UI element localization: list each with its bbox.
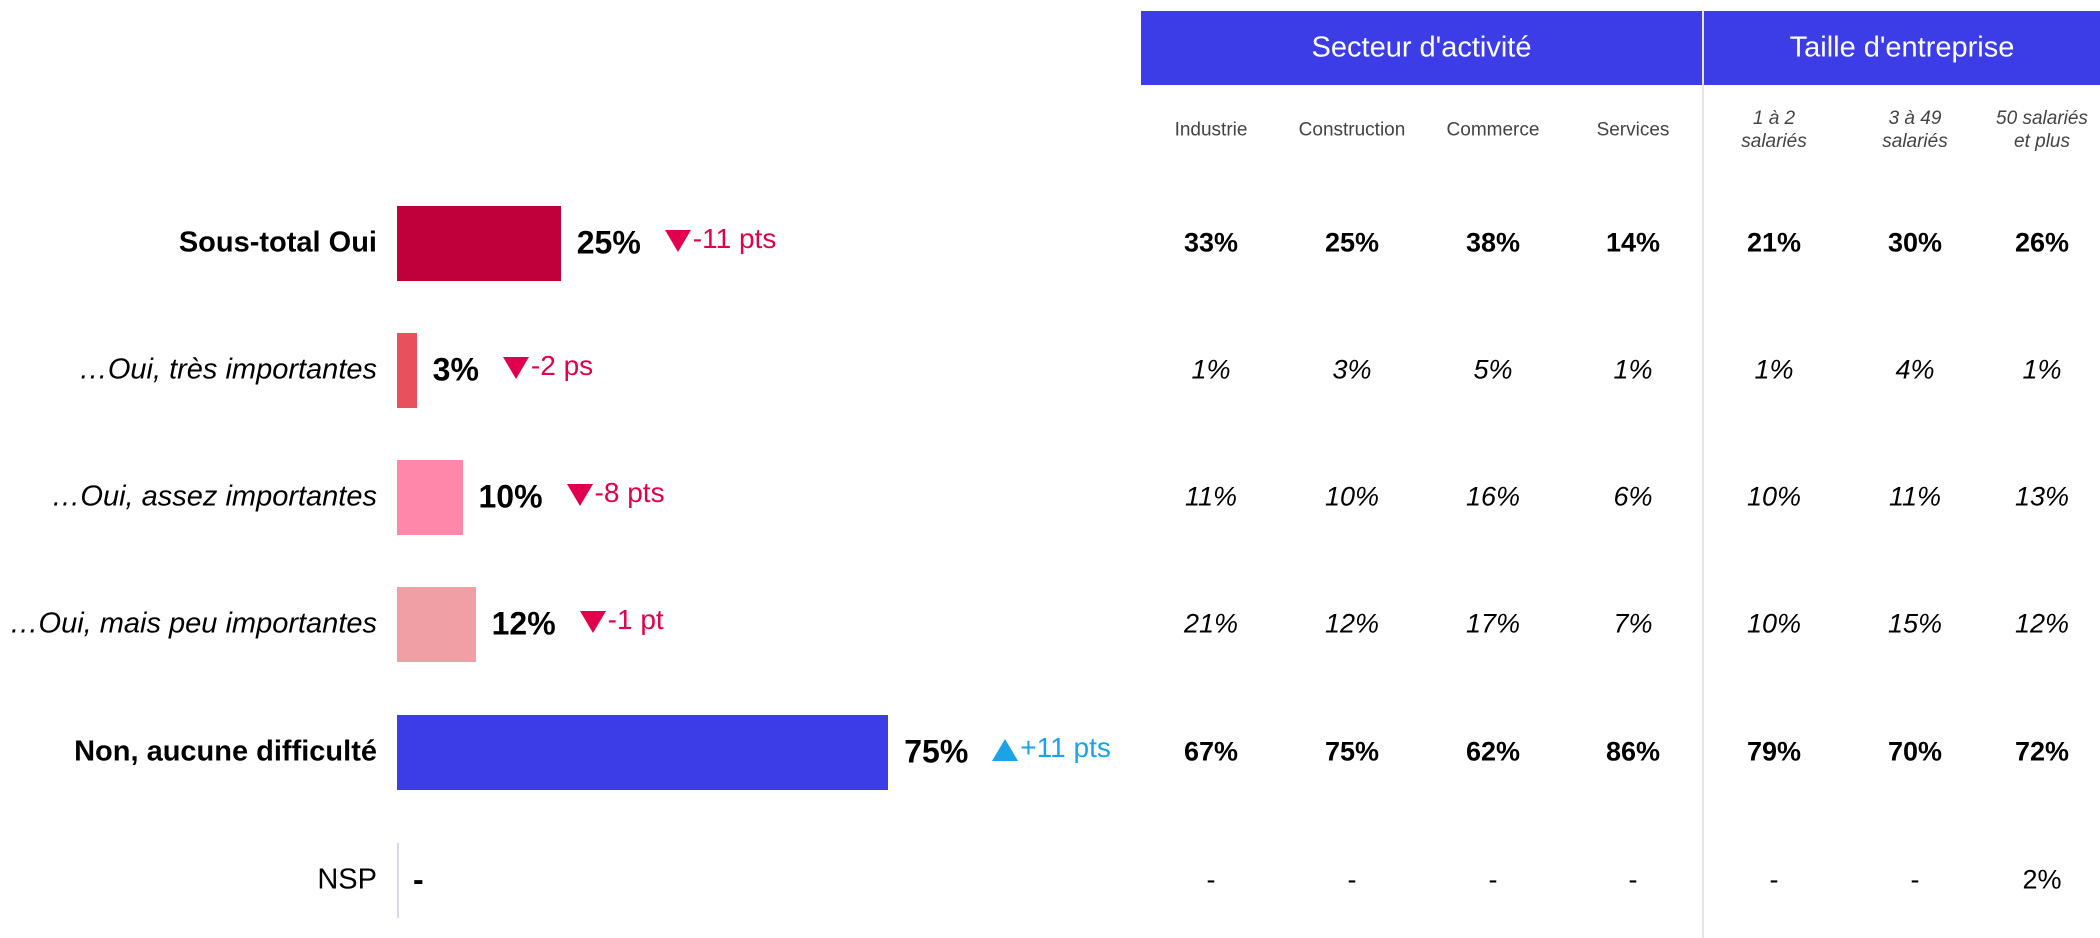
table-cell: 75%: [1324, 736, 1380, 767]
table-cell: 10%: [1746, 608, 1802, 639]
column-header: 3 à 49 salariés: [1882, 108, 1948, 152]
group-header: Secteur d'activité: [1311, 31, 1532, 64]
row-label: …Oui, mais peu importantes: [9, 607, 377, 640]
axis-line: [397, 842, 399, 918]
table-cell: -: [1347, 864, 1357, 895]
table-cell: 86%: [1605, 736, 1661, 767]
value-label: -: [413, 861, 424, 898]
table-cell: 17%: [1465, 608, 1521, 639]
table-cell: 5%: [1473, 354, 1513, 385]
column-header: Services: [1596, 119, 1670, 141]
table-cell: 21%: [1746, 227, 1802, 258]
table-cell: 26%: [2014, 227, 2070, 258]
table-cell: 1%: [2022, 354, 2062, 385]
bar: [397, 459, 463, 535]
table-cell: 72%: [2014, 736, 2070, 767]
table-cell: 79%: [1746, 736, 1802, 767]
table-cell: -: [1769, 864, 1779, 895]
table-cell: 14%: [1605, 227, 1661, 258]
table-cell: 15%: [1887, 608, 1943, 639]
table-cell: 6%: [1613, 481, 1653, 512]
bar: [397, 332, 417, 408]
delta-label: +11 pts: [1020, 732, 1111, 763]
table-cell: 10%: [1324, 481, 1380, 512]
group-header: Taille d'entreprise: [1789, 31, 2015, 64]
table-cell: 12%: [2014, 608, 2070, 639]
table-cell: 1%: [1754, 354, 1794, 385]
table-cell: 13%: [2014, 481, 2070, 512]
delta-arrow: [992, 739, 1019, 761]
value-label: 75%: [904, 733, 969, 770]
table-cell: 1%: [1191, 354, 1231, 385]
delta-label: -1 pt: [607, 604, 664, 635]
table-cell: -: [1488, 864, 1498, 895]
table-cell: 38%: [1465, 227, 1521, 258]
table-cell: -: [1628, 864, 1638, 895]
value-label: 10%: [478, 478, 543, 515]
value-label: 25%: [576, 224, 641, 261]
column-header: Industrie: [1174, 119, 1248, 141]
column-header: Construction: [1298, 119, 1406, 141]
delta-arrow: [664, 230, 691, 252]
bar: [397, 205, 561, 281]
delta-arrow: [579, 611, 606, 633]
value-label: 3%: [432, 351, 479, 388]
table-cell: 25%: [1324, 227, 1380, 258]
bar: [397, 714, 889, 790]
table-cell: 3%: [1332, 354, 1372, 385]
delta-arrow: [566, 484, 593, 506]
group-header-bg: [1704, 11, 2100, 85]
delta-label: -2 ps: [530, 350, 594, 381]
row-label: NSP: [317, 863, 377, 896]
table-cell: 12%: [1324, 608, 1380, 639]
table-cell: 30%: [1887, 227, 1943, 258]
table-cell: 4%: [1895, 354, 1935, 385]
table-cell: 33%: [1183, 227, 1239, 258]
row-label: …Oui, très importantes: [78, 353, 377, 386]
row-label: …Oui, assez importantes: [51, 480, 377, 513]
table-cell: -: [1910, 864, 1920, 895]
table-cell: 1%: [1613, 354, 1653, 385]
value-label: 12%: [491, 605, 556, 642]
table-cell: 7%: [1613, 608, 1653, 639]
table-cell: 16%: [1465, 481, 1521, 512]
column-header: Commerce: [1446, 119, 1540, 141]
delta-arrow: [502, 357, 529, 379]
table-cell: 62%: [1465, 736, 1521, 767]
table-cell: -: [1206, 864, 1216, 895]
table-cell: 11%: [1888, 481, 1942, 512]
table-cell: 11%: [1184, 481, 1238, 512]
bar: [397, 586, 476, 662]
separator: [1702, 11, 1704, 938]
delta-label: -11 pts: [692, 223, 777, 254]
column-header: 1 à 2 salariés: [1741, 108, 1807, 152]
table-cell: 2%: [2022, 864, 2062, 895]
row-label: Non, aucune difficulté: [74, 735, 377, 768]
delta-label: -8 pts: [594, 477, 665, 508]
table-cell: 67%: [1183, 736, 1239, 767]
column-header: 50 salariés et plus: [1996, 108, 2088, 152]
table-cell: 10%: [1746, 481, 1802, 512]
row-label: Sous-total Oui: [178, 226, 377, 259]
group-header-bg: [1141, 11, 1702, 85]
table-cell: 70%: [1887, 736, 1943, 767]
table-cell: 21%: [1183, 608, 1239, 639]
